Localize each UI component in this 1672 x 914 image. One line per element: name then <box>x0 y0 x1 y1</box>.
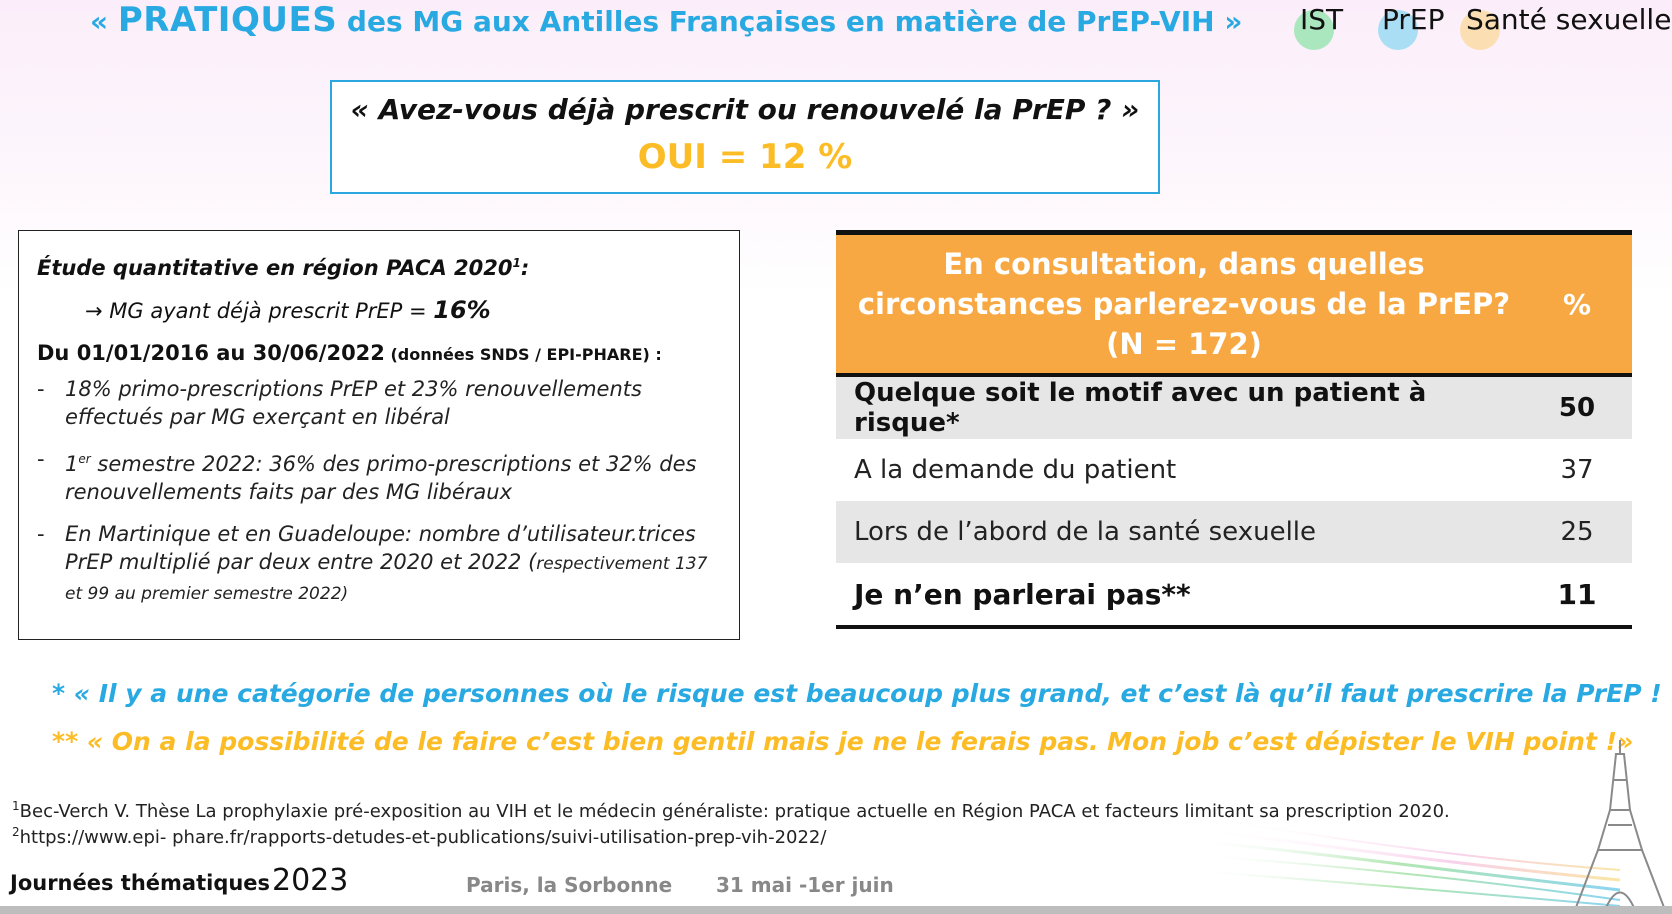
bullet-text-pre: 1 <box>65 452 79 476</box>
footer-event-name: Journées thématiques <box>10 871 271 895</box>
study-period-heading: Du 01/01/2016 au 30/06/2022 (données SND… <box>37 339 723 369</box>
bullet-text: 18% primo-prescriptions PrEP et 23% reno… <box>65 377 642 429</box>
bullet-sup: er <box>78 452 91 466</box>
tag-ist-blob <box>1294 10 1334 50</box>
study-heading: Étude quantitative en région PACA 20201: <box>37 249 723 282</box>
footer-year: 2023 <box>272 863 349 898</box>
study-arrow-line: → MG ayant déjà prescrit PrEP = 16% <box>85 296 723 325</box>
row-value: 50 <box>1558 393 1596 423</box>
table-row: Je n’en parlerai pas** 11 <box>836 563 1632 625</box>
title-rest: des MG aux Antilles Françaises en matièr… <box>337 5 1243 38</box>
study-heading-text: Étude quantitative en région PACA 2020 <box>37 256 513 280</box>
footnote-2-link[interactable]: https://www.epi- phare.fr/rapports-detud… <box>19 827 827 848</box>
quote-yellow: ** « On a la possibilité de le faire c’e… <box>52 727 1634 756</box>
question-box: « Avez-vous déjà prescrit ou renouvelé l… <box>330 80 1160 194</box>
footer-place: Paris, la Sorbonne <box>466 873 673 897</box>
table-header-pct: % <box>1562 287 1592 321</box>
row-label: Lors de l’abord de la santé sexuelle <box>854 517 1317 547</box>
list-item: - En Martinique et en Guadeloupe: nombre … <box>37 520 723 608</box>
row-value: 25 <box>1560 517 1594 547</box>
answer-text: OUI = 12 % <box>637 137 853 177</box>
study-heading-colon: : <box>520 256 530 280</box>
study-arrow-value: 16% <box>433 296 491 324</box>
header-line-3: (N = 172) <box>1106 327 1262 361</box>
tag-sante-label: Santé sexuelle <box>1466 3 1672 36</box>
bullet-small-text: respectivement 137 et 99 au premier seme… <box>65 554 708 604</box>
study-heading-sup: 1 <box>512 256 521 270</box>
bullet-dash: - <box>37 377 45 401</box>
title-keyword: PRATIQUES <box>117 0 338 40</box>
tag-sante-sexuelle: Santé sexuelle <box>1460 2 1672 50</box>
table-header-question: En consultation, dans quelles circonstan… <box>836 244 1522 364</box>
row-value: 11 <box>1557 577 1597 611</box>
bullet-dash: - <box>37 522 45 546</box>
survey-table: En consultation, dans quelles circonstan… <box>836 230 1632 629</box>
list-item: -1er semestre 2022: 36% des primo-prescr… <box>37 445 723 506</box>
row-label: Je n’en parlerai pas** <box>854 577 1191 611</box>
title-quote-open: « <box>90 5 118 38</box>
tag-prep: PrEP <box>1378 2 1445 50</box>
footer-date: 31 mai -1er juin <box>716 873 894 897</box>
row-label: A la demande du patient <box>854 455 1177 485</box>
footnote-1-text: Bec-Verch V. Thèse La prophylaxie pré-ex… <box>19 801 1450 822</box>
header-line-2: circonstances parlerez-vous de la PrEP? <box>857 287 1511 321</box>
footnote-1: 1Bec-Verch V. Thèse La prophylaxie pré-e… <box>12 794 1450 824</box>
tag-ist: IST <box>1294 2 1344 50</box>
tag-prep-label: PrEP <box>1382 3 1445 36</box>
quote-blue: * « Il y a une catégorie de personnes où… <box>52 679 1672 708</box>
table-header: En consultation, dans quelles circonstan… <box>836 235 1632 377</box>
tag-sante-blob <box>1460 10 1500 50</box>
study-period-text: Du 01/01/2016 au 30/06/2022 <box>37 341 385 365</box>
table-row: A la demande du patient 37 <box>836 439 1632 501</box>
study-list: -18% primo-prescriptions PrEP et 23% ren… <box>37 375 723 608</box>
bullet-text: semestre 2022: 36% des primo-prescriptio… <box>65 452 697 504</box>
slide-title: « PRATIQUES des MG aux Antilles Français… <box>90 0 1270 40</box>
study-period-source: (données SNDS / EPI-PHARE) : <box>384 345 662 364</box>
row-value: 37 <box>1560 455 1594 485</box>
row-label: Quelque soit le motif avec un patient à … <box>854 378 1427 438</box>
footnote-2-num: 2 <box>12 825 20 839</box>
footnote-1-num: 1 <box>12 799 20 813</box>
question-text: « Avez-vous déjà prescrit ou renouvelé l… <box>350 93 1140 126</box>
header-line-1: En consultation, dans quelles <box>943 247 1425 281</box>
tag-ist-label: IST <box>1300 3 1344 36</box>
study-arrow-text: → MG ayant déjà prescrit PrEP = <box>85 299 434 323</box>
tag-prep-blob <box>1378 10 1418 50</box>
bullet-dash: - <box>37 447 45 471</box>
light-streaks-decoration <box>1180 819 1620 907</box>
footnote-2: 2https://www.epi- phare.fr/rapports-detu… <box>12 820 826 850</box>
footer-bar <box>0 906 1672 914</box>
bullet-text: En Martinique et en Guadeloupe: nombre d… <box>65 522 696 574</box>
table-row: Lors de l’abord de la santé sexuelle 25 <box>836 501 1632 563</box>
table-row: Quelque soit le motif avec un patient à … <box>836 377 1632 439</box>
list-item: -18% primo-prescriptions PrEP et 23% ren… <box>37 375 723 431</box>
eiffel-tower-icon <box>1573 740 1667 910</box>
study-box: Étude quantitative en région PACA 20201:… <box>18 230 740 640</box>
